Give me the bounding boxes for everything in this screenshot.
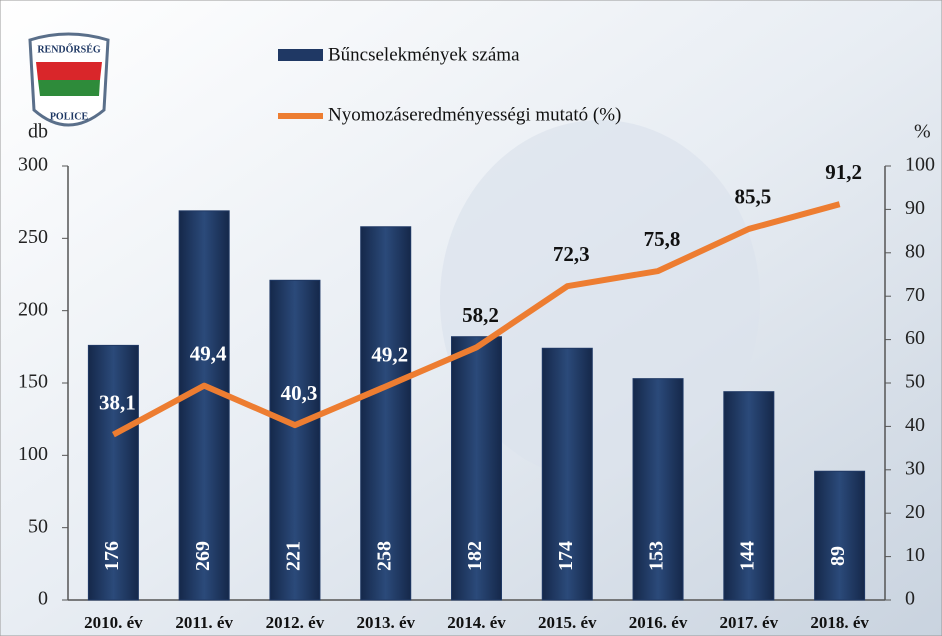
y-tick-label: 0 <box>38 588 48 610</box>
bar <box>451 336 502 601</box>
line-value-label: 75,8 <box>644 227 681 251</box>
bar-value-label: 89 <box>827 546 849 566</box>
x-tick-label: 2012. év <box>266 613 325 632</box>
bar <box>269 279 321 601</box>
y2-tick-label: 30 <box>905 457 925 479</box>
bar <box>178 210 230 601</box>
bar-value-label: 174 <box>555 541 577 571</box>
y2-tick-label: 40 <box>905 414 925 436</box>
legend-label: Nyomozáseredményességi mutató (%) <box>328 104 621 125</box>
legend-label: Bűncselekmények száma <box>328 44 520 65</box>
y2-axis-label: % <box>914 121 931 143</box>
y-tick-label: 100 <box>18 443 48 465</box>
line-value-label: 38,1 <box>99 390 136 414</box>
bar-value-label: 153 <box>646 541 668 571</box>
bar <box>360 226 412 601</box>
y2-tick-label: 10 <box>905 544 925 566</box>
y-tick-label: 150 <box>18 371 48 393</box>
logo-top: RENDŐRSÉG <box>37 43 101 55</box>
y-tick-label: 300 <box>18 154 48 176</box>
bar-value-label: 182 <box>464 541 486 571</box>
y2-tick-label: 100 <box>905 154 935 176</box>
bar <box>87 344 139 601</box>
logo: RENDŐRSÉG POLICE <box>28 32 110 127</box>
logo-bottom: POLICE <box>50 111 89 122</box>
y2-tick-label: 90 <box>905 197 925 219</box>
line <box>111 201 841 438</box>
bar-value-label: 269 <box>192 541 214 571</box>
y2-tick-label: 60 <box>905 327 925 349</box>
x-tick-label: 2011. év <box>175 613 233 632</box>
x-tick-label: 2016. év <box>629 613 688 632</box>
x-tick-label: 2013. év <box>356 613 415 632</box>
bar-value-label: 221 <box>283 541 305 571</box>
y-tick-label: 50 <box>28 515 48 537</box>
line-value-label: 91,2 <box>825 160 862 184</box>
y2-tick-label: 80 <box>905 240 925 262</box>
y2-tick-label: 20 <box>905 501 925 523</box>
line-value-label: 40,3 <box>281 381 318 405</box>
bar-value-label: 144 <box>736 541 758 571</box>
x-tick-label: 2010. év <box>84 613 143 632</box>
x-tick-label: 2015. év <box>538 613 597 632</box>
y-axis-label: db <box>28 121 48 143</box>
y2-tick-label: 50 <box>905 371 925 393</box>
x-tick-label: 2018. év <box>810 613 869 632</box>
bar <box>723 391 775 601</box>
x-tick-label: 2014. év <box>447 613 506 632</box>
bar-value-label: 176 <box>101 541 123 571</box>
bar <box>632 378 684 601</box>
bar-value-label: 258 <box>373 541 395 571</box>
y2-tick-label: 70 <box>905 284 925 306</box>
bar <box>814 470 866 601</box>
x-tick-label: 2017. év <box>720 613 779 632</box>
line-value-label: 72,3 <box>553 242 590 266</box>
y-tick-label: 200 <box>18 298 48 320</box>
bar <box>541 347 593 601</box>
y-tick-label: 250 <box>18 226 48 248</box>
y2-tick-label: 0 <box>905 588 915 610</box>
line-value-label: 49,4 <box>190 341 227 365</box>
line-value-label: 49,2 <box>371 342 408 366</box>
legend-swatch-bar <box>278 49 323 61</box>
line-value-label: 85,5 <box>734 185 771 209</box>
line-value-label: 58,2 <box>462 303 499 327</box>
